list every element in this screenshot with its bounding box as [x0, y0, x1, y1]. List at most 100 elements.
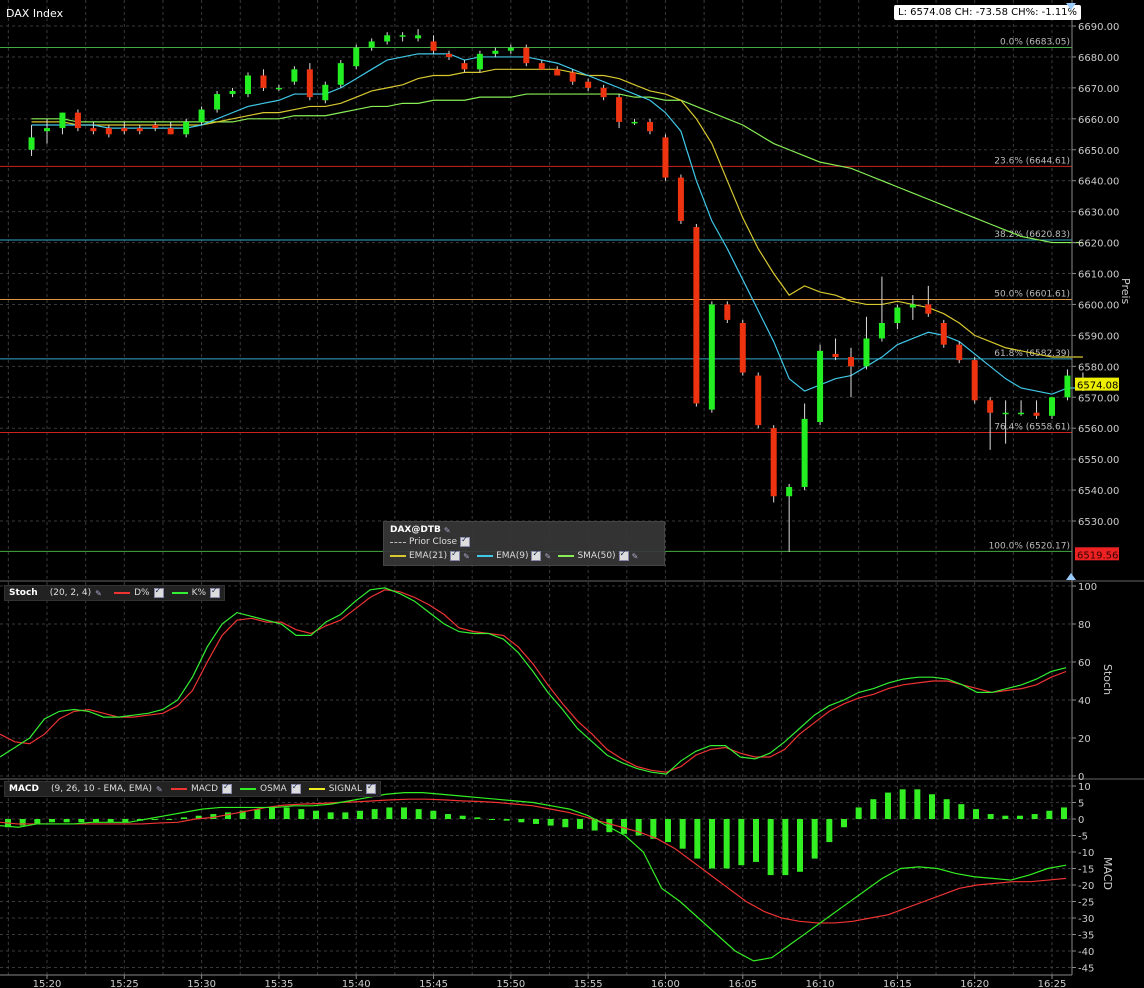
candle-body — [585, 81, 592, 88]
osma-bar — [107, 819, 114, 823]
price-tick-label: 6550.00 — [1078, 455, 1119, 466]
candle-body — [724, 304, 731, 320]
candle-body — [306, 69, 313, 98]
stoch-tick-label: 0 — [1078, 772, 1084, 783]
stoch-d-label: D% — [134, 588, 150, 598]
candle-body — [770, 428, 777, 497]
candle-body — [662, 137, 669, 178]
osma-bar — [283, 807, 290, 819]
candle-body — [523, 47, 530, 64]
macd-swatch — [171, 788, 188, 790]
osma-bar — [987, 814, 994, 819]
ema21-edit-icon[interactable]: ✎ — [463, 551, 470, 561]
osma-bar — [49, 819, 55, 823]
last-price-label: 6574.08 — [1077, 381, 1118, 392]
candle-body — [878, 323, 885, 339]
osma-checkbox[interactable] — [290, 782, 301, 794]
sma50-checkbox[interactable] — [618, 549, 629, 561]
osma-bar — [679, 819, 686, 849]
candle-body — [399, 35, 406, 37]
x-tick-label: 16:10 — [806, 979, 835, 988]
osma-bar — [181, 817, 187, 819]
x-tick-label: 15:35 — [265, 979, 294, 988]
candle-body — [322, 84, 329, 101]
x-tick-label: 16:20 — [960, 979, 989, 988]
stoch-k-line — [0, 587, 1067, 775]
candle-body — [415, 35, 422, 39]
fib-label: 23.6% (6644.61) — [994, 156, 1070, 166]
ema21-checkbox[interactable] — [450, 549, 461, 561]
sma50-edit-icon[interactable]: ✎ — [631, 551, 639, 561]
price-tick-label: 6620.00 — [1078, 239, 1119, 250]
candle-body — [229, 90, 236, 95]
x-tick-label: 15:30 — [187, 979, 216, 988]
candle-body — [1002, 412, 1009, 415]
osma-bar — [870, 799, 877, 819]
prior-close-checkbox[interactable] — [460, 535, 471, 547]
osma-bar — [518, 819, 525, 823]
candle-body — [956, 344, 963, 361]
osma-bar — [445, 814, 451, 819]
macd-pane — [0, 789, 1067, 962]
x-tick-label: 15:55 — [574, 979, 603, 988]
candle-body — [59, 112, 66, 129]
edit-icon[interactable]: ✎ — [443, 525, 451, 535]
price-tick-label: 6530.00 — [1078, 517, 1119, 528]
candle-body — [461, 63, 468, 70]
signal-checkbox[interactable] — [365, 782, 376, 794]
candle-body — [909, 304, 916, 308]
d-checkbox[interactable] — [153, 586, 164, 598]
osma-bar — [738, 819, 745, 866]
candle-body — [275, 87, 282, 90]
d-swatch — [114, 592, 131, 594]
k-checkbox[interactable] — [210, 586, 221, 598]
osma-bar — [621, 819, 627, 834]
osma-bar — [34, 819, 41, 824]
ema21-line — [31, 68, 1083, 358]
osma-bar — [239, 810, 246, 819]
candle-body — [492, 50, 499, 54]
fib-label: 0.0% (6683.05) — [1000, 38, 1070, 48]
fib-label: 76.4% (6558.61) — [994, 422, 1070, 432]
candle-body — [1018, 412, 1025, 415]
candle-body — [245, 75, 251, 95]
x-tick-label: 16:05 — [728, 979, 757, 988]
stoch-lines — [0, 587, 1067, 775]
osma-bar — [489, 819, 495, 820]
macd-edit-icon[interactable]: ✎ — [156, 784, 163, 794]
osma-bar — [826, 819, 833, 843]
macd-tick-label: -25 — [1078, 898, 1094, 909]
stoch-tick-label: 40 — [1078, 696, 1091, 707]
moving-averages — [31, 53, 1083, 395]
osma-bar — [694, 819, 701, 859]
scroll-up-icon[interactable] — [1066, 3, 1076, 10]
stoch-edit-icon[interactable]: ✎ — [95, 588, 102, 598]
osma-bar — [855, 807, 862, 819]
candle-body — [384, 35, 391, 42]
osma-bar — [503, 819, 510, 821]
candle-body — [786, 486, 793, 497]
ema9-checkbox[interactable] — [531, 549, 542, 561]
low-price-label: 6519.56 — [1077, 550, 1118, 561]
legend-ema21: EMA(21) — [409, 551, 448, 561]
osma-bar — [606, 819, 613, 833]
ema9-line — [31, 53, 1083, 395]
candle-body — [987, 400, 994, 413]
macd-tick-label: -5 — [1078, 832, 1088, 843]
macd-tick-label: 10 — [1078, 782, 1091, 793]
candle-body — [832, 353, 839, 358]
macd-tick-label: 0 — [1078, 815, 1084, 826]
macd-checkbox[interactable] — [222, 782, 232, 794]
osma-bar — [635, 819, 642, 836]
osma-bar — [958, 804, 965, 819]
scroll-down-icon[interactable] — [1066, 573, 1076, 580]
k-swatch — [171, 592, 188, 594]
candle-body — [430, 41, 437, 51]
ema9-edit-icon[interactable]: ✎ — [544, 551, 552, 561]
stoch-tick-label: 20 — [1078, 734, 1091, 745]
stoch-title: Stoch — [9, 588, 38, 598]
osma-bar — [753, 819, 759, 862]
candle-body — [152, 125, 159, 129]
stoch-tick-label: 80 — [1078, 620, 1091, 631]
candle-body — [44, 128, 50, 132]
